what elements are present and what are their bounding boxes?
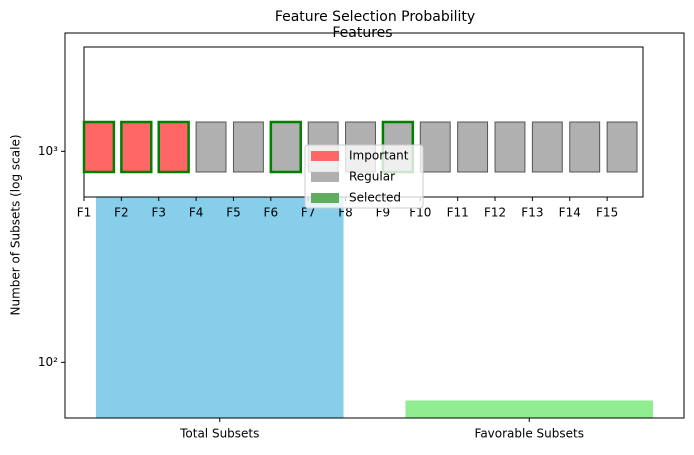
feature-box — [419, 121, 451, 173]
feature-label: F2 — [114, 206, 129, 220]
feature-box — [606, 121, 638, 173]
feature-box — [569, 121, 601, 173]
y-axis-label: Number of Subsets (log scale) — [9, 134, 23, 315]
legend-swatch — [311, 151, 339, 161]
legend-swatch — [311, 172, 339, 182]
feature-box — [232, 121, 264, 173]
feature-label: F10 — [409, 206, 431, 220]
feature-box — [531, 121, 563, 173]
legend-label: Regular — [349, 170, 395, 184]
feature-box — [157, 120, 190, 174]
feature-label: F12 — [484, 206, 506, 220]
feature-label: F13 — [521, 206, 543, 220]
feature-label: F3 — [151, 206, 166, 220]
legend-label: Important — [349, 149, 409, 163]
inset-title: Features — [332, 25, 392, 41]
y-tick-label: 10² — [38, 355, 58, 369]
feature-label: F15 — [596, 206, 618, 220]
x-tick-label: Total Subsets — [179, 427, 259, 441]
feature-box — [82, 120, 116, 174]
plot-frame — [64, 32, 685, 419]
feature-label: F11 — [447, 206, 469, 220]
feature-label: F7 — [301, 206, 316, 220]
feature-box — [269, 120, 302, 174]
legend-swatch — [311, 193, 339, 203]
feature-label: F5 — [226, 206, 241, 220]
feature-label: F6 — [264, 206, 279, 220]
feature-label: F1 — [77, 206, 92, 220]
feature-label: F4 — [189, 206, 204, 220]
y-tick-label: 10³ — [38, 144, 58, 158]
feature-box — [457, 121, 489, 173]
legend-label: Selected — [349, 191, 401, 205]
chart-title: Feature Selection Probability — [275, 9, 475, 25]
feature-label: F9 — [376, 206, 391, 220]
bar — [405, 400, 654, 418]
feature-label: F8 — [338, 206, 353, 220]
feature-box — [195, 121, 227, 173]
feature-box — [494, 121, 526, 173]
feature-label: F14 — [559, 206, 581, 220]
x-tick-label: Favorable Subsets — [475, 427, 584, 441]
feature-box — [120, 120, 153, 174]
